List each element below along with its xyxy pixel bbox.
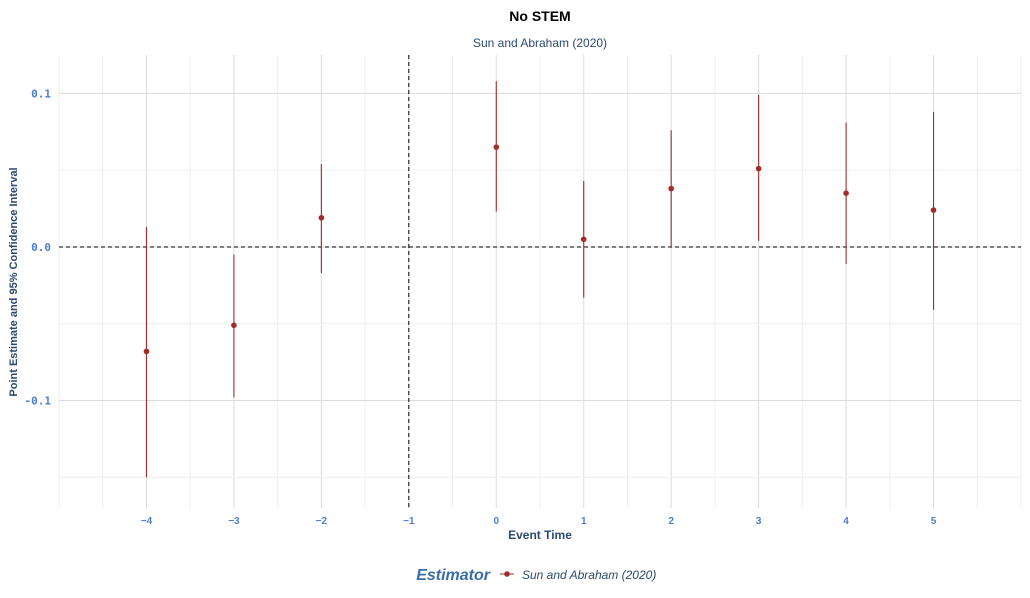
legend-series-marker [504,571,510,577]
y-tick-label: 0.0 [31,241,51,254]
x-tick-label: −1 [403,516,415,527]
grid-lines [58,55,1022,508]
x-axis-label: Event Time [508,528,572,542]
y-axis-ticks: -0.1 0.0 0.1 [25,87,52,407]
point-estimate [231,322,237,329]
reference-lines [59,55,1021,508]
x-tick-label: 2 [668,516,674,527]
x-tick-label: 5 [931,516,937,527]
x-tick-label: −4 [141,516,153,527]
x-tick-label: 4 [843,516,849,527]
y-tick-label: -0.1 [25,395,52,408]
x-tick-label: −2 [316,516,328,527]
x-tick-label: 1 [581,516,587,527]
point-estimate [930,207,937,213]
x-axis-ticks: −4 −3 −2 −1 0 1 2 3 4 5 [141,516,937,527]
y-axis-label: Point Estimate and 95% Confidence Interv… [8,167,20,396]
legend-title: Estimator [416,567,491,584]
x-tick-label: −3 [228,516,240,527]
data-marks [143,81,937,478]
legend: Estimator Sun and Abraham (2020) [416,567,656,584]
point-estimate [143,348,150,355]
point-estimate [493,144,500,150]
point-estimate [843,190,849,197]
chart-title: No STEM [509,8,570,24]
y-tick-label: 0.1 [31,87,51,100]
x-tick-label: 0 [493,516,499,527]
legend-series-label: Sun and Abraham (2020) [522,568,656,582]
point-estimate [755,165,762,172]
point-estimate [580,236,587,243]
point-estimate [318,214,325,221]
point-estimate [668,185,674,192]
chart-subtitle: Sun and Abraham (2020) [473,36,607,50]
x-tick-label: 3 [756,516,762,527]
